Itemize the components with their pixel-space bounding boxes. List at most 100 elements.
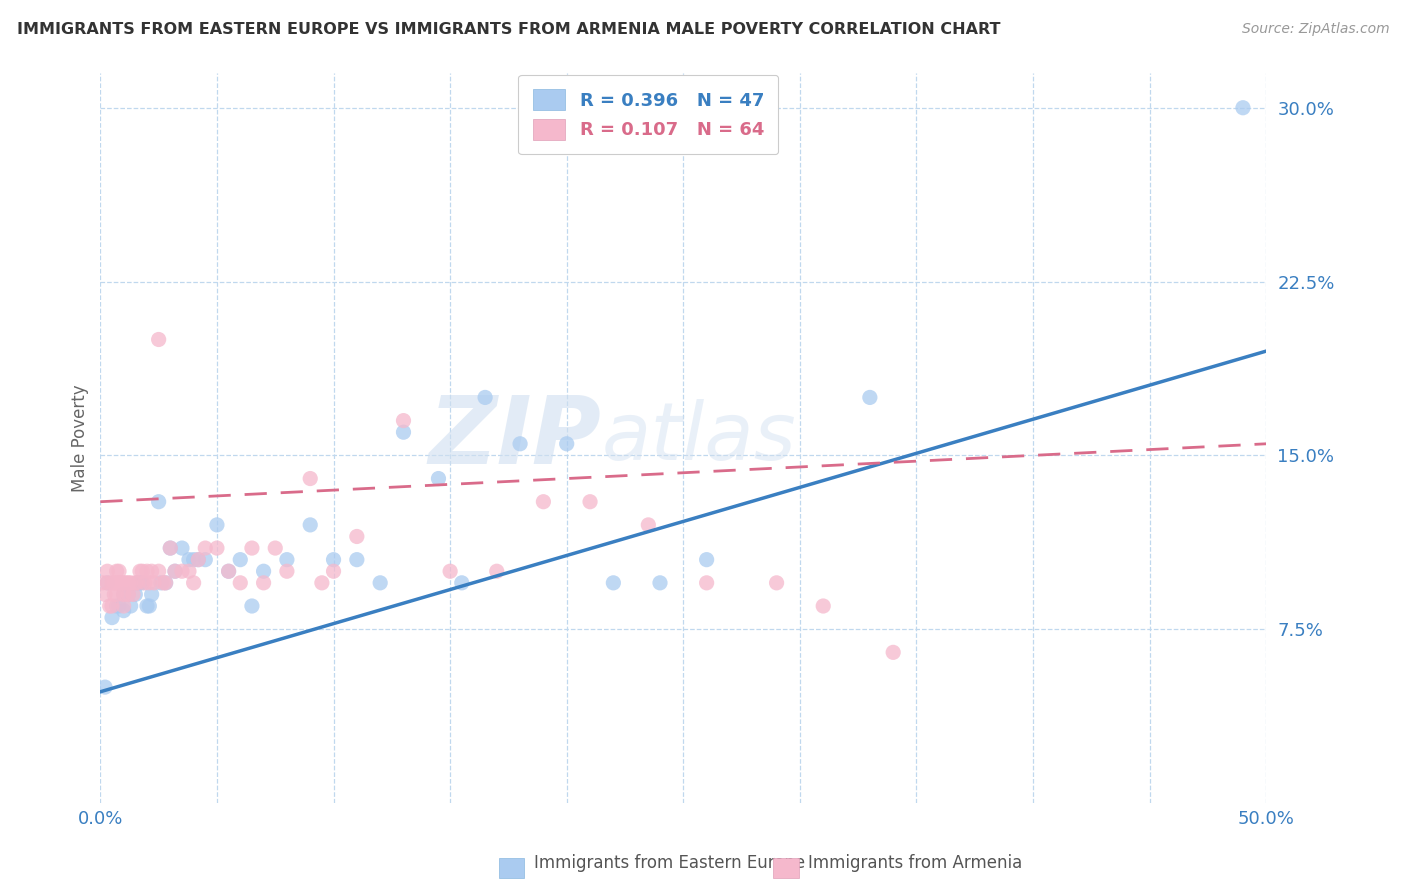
Point [218, 564, 240, 578]
Point [439, 564, 461, 578]
Point [124, 587, 146, 601]
Point [112, 587, 135, 601]
Point [94, 680, 117, 694]
Text: Immigrants from Armenia: Immigrants from Armenia [808, 855, 1022, 872]
Point [103, 587, 125, 601]
Point [205, 541, 228, 555]
Point [105, 599, 128, 613]
Point [120, 599, 142, 613]
Point [105, 564, 128, 578]
Point [101, 599, 124, 613]
Point [131, 564, 153, 578]
Point [124, 575, 146, 590]
Point [474, 391, 496, 405]
Point [131, 575, 153, 590]
Point [177, 564, 200, 578]
Point [555, 437, 578, 451]
Point [155, 575, 177, 590]
Point [148, 333, 170, 347]
Point [450, 575, 472, 590]
Point [882, 645, 904, 659]
Point [696, 552, 718, 566]
Point [183, 552, 205, 566]
Point [187, 552, 209, 566]
Point [859, 391, 882, 405]
Point [1232, 101, 1254, 115]
Point [276, 552, 298, 566]
Point [136, 599, 159, 613]
Point [299, 517, 322, 532]
Point [115, 575, 138, 590]
Point [205, 517, 228, 532]
Point [91, 575, 114, 590]
Point [105, 575, 128, 590]
Point [229, 575, 252, 590]
Point [322, 564, 344, 578]
Point [148, 564, 170, 578]
Text: Source: ZipAtlas.com: Source: ZipAtlas.com [1241, 22, 1389, 37]
Point [96, 564, 118, 578]
Point [183, 575, 205, 590]
Point [96, 575, 118, 590]
Legend: R = 0.396   N = 47, R = 0.107   N = 64: R = 0.396 N = 47, R = 0.107 N = 64 [519, 75, 779, 154]
Point [117, 575, 139, 590]
Point [101, 610, 124, 624]
Point [129, 564, 152, 578]
Point [813, 599, 835, 613]
Text: IMMIGRANTS FROM EASTERN EUROPE VS IMMIGRANTS FROM ARMENIA MALE POVERTY CORRELATI: IMMIGRANTS FROM EASTERN EUROPE VS IMMIGR… [17, 22, 1001, 37]
Point [112, 604, 135, 618]
Text: atlas: atlas [602, 399, 796, 477]
Point [105, 587, 128, 601]
Point [765, 575, 787, 590]
Point [98, 599, 121, 613]
Point [112, 587, 135, 601]
Point [149, 575, 172, 590]
Point [346, 529, 368, 543]
Point [163, 564, 186, 578]
Point [299, 471, 322, 485]
Point [240, 599, 263, 613]
Point [579, 494, 602, 508]
Point [252, 564, 274, 578]
Point [96, 575, 118, 590]
Point [163, 564, 186, 578]
Point [311, 575, 333, 590]
Point [509, 437, 531, 451]
Point [696, 575, 718, 590]
Point [101, 575, 124, 590]
Point [194, 552, 217, 566]
Point [637, 517, 659, 532]
Point [264, 541, 287, 555]
Point [531, 494, 554, 508]
Point [94, 587, 117, 601]
Point [110, 575, 132, 590]
Point [155, 575, 177, 590]
Point [120, 575, 142, 590]
Point [346, 552, 368, 566]
Point [108, 564, 131, 578]
Point [143, 575, 166, 590]
Point [129, 575, 152, 590]
Point [108, 599, 131, 613]
Point [152, 575, 174, 590]
Point [368, 575, 391, 590]
Point [252, 575, 274, 590]
Point [170, 541, 193, 555]
Point [141, 587, 163, 601]
Point [194, 541, 217, 555]
Point [141, 564, 163, 578]
Point [112, 575, 135, 590]
Point [177, 552, 200, 566]
Point [392, 425, 415, 440]
Point [485, 564, 508, 578]
Point [103, 575, 125, 590]
Point [138, 599, 160, 613]
Point [117, 587, 139, 601]
Point [648, 575, 671, 590]
Point [229, 552, 252, 566]
Point [159, 541, 181, 555]
Point [117, 587, 139, 601]
Point [148, 494, 170, 508]
Point [392, 414, 415, 428]
Point [170, 564, 193, 578]
